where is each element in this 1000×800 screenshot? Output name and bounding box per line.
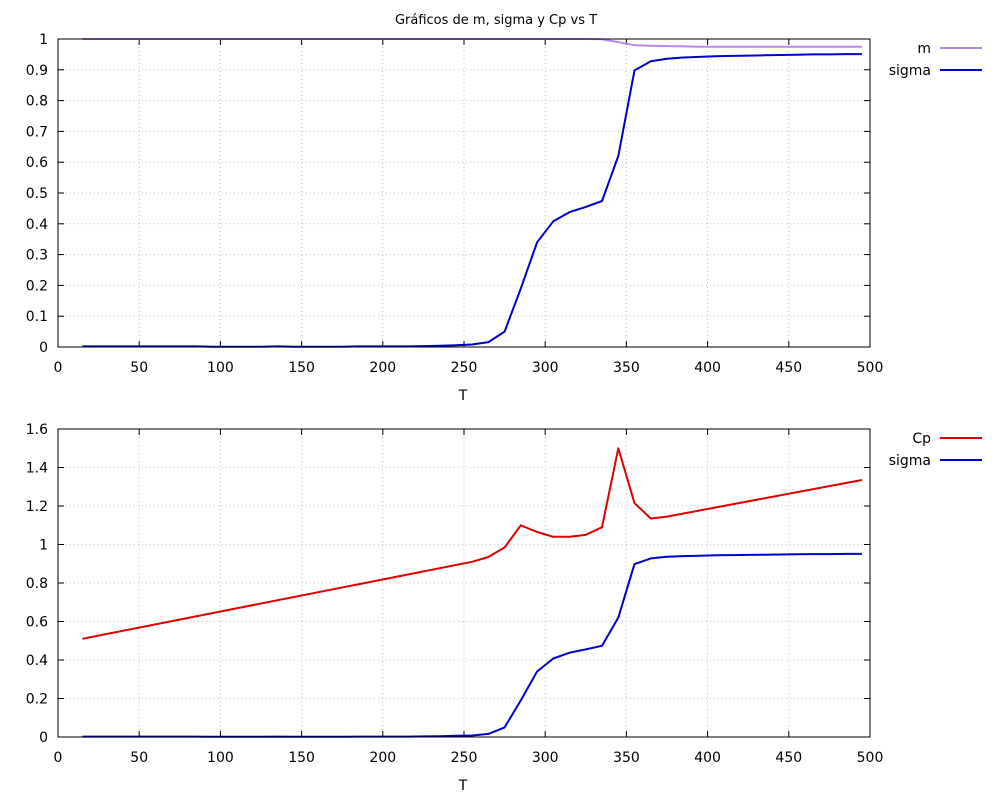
- bottom-y-tick-label: 0.2: [26, 692, 48, 708]
- top-x-tick-label: 500: [857, 360, 884, 376]
- top-x-tick-label: 300: [532, 360, 559, 376]
- top-x-tick-label: 400: [694, 360, 721, 376]
- top-y-tick-label: 0.4: [26, 217, 48, 233]
- bottom-y-tick-label: 1.2: [26, 499, 48, 515]
- bottom-series-line-cp: [82, 447, 863, 640]
- bottom-y-tick-label: 0.8: [26, 576, 48, 592]
- bottom-series-line-sigma: [82, 552, 862, 738]
- top-series-line-sigma: [82, 53, 862, 348]
- top-chart-panel: 0 50 100 150 200 250 300 350 400 450 500 0 0.1 0.2 0.3…: [26, 32, 982, 404]
- bottom-x-tick-label: 200: [369, 750, 396, 766]
- top-y-tick-label: 0.9: [26, 63, 48, 79]
- bottom-plot-frame: [57, 428, 871, 738]
- top-x-tick-label: 0: [54, 360, 63, 376]
- top-x-tick-label: 50: [130, 360, 148, 376]
- top-legend-label-m: m: [917, 41, 931, 57]
- bottom-x-tick-label: 150: [288, 750, 315, 766]
- bottom-x-axis-title: T: [458, 778, 468, 794]
- top-y-tick-label: 0.5: [26, 186, 48, 202]
- bottom-x-tick-label: 300: [532, 750, 559, 766]
- top-y-tick-label: 0.7: [26, 124, 48, 140]
- bottom-x-tick-label: 450: [775, 750, 802, 766]
- top-y-tick-label: 0.1: [26, 309, 48, 325]
- bottom-chart-panel: 0 50 100 150 200 250 300 350 400 450 500 0 0.2 0.4 0.6…: [26, 422, 982, 794]
- top-y-tick-label: 0.2: [26, 278, 48, 294]
- top-x-tick-label: 450: [775, 360, 802, 376]
- bottom-legend-label-sigma: sigma: [889, 453, 931, 469]
- top-legend-label-sigma: sigma: [889, 63, 931, 79]
- bottom-y-tick-label: 0.4: [26, 653, 48, 669]
- top-y-tick-label: 0.8: [26, 94, 48, 110]
- top-x-tick-label: 150: [288, 360, 315, 376]
- top-x-tick-label: 200: [369, 360, 396, 376]
- top-x-tick-label: 350: [613, 360, 640, 376]
- top-y-tick-label: 0.6: [26, 155, 48, 171]
- bottom-x-tick-label: 350: [613, 750, 640, 766]
- top-x-tick-label: 250: [451, 360, 478, 376]
- bottom-x-tick-label: 100: [207, 750, 234, 766]
- top-y-tick-label: 1: [39, 32, 48, 48]
- bottom-x-tick-label: 0: [54, 750, 63, 766]
- bottom-x-tick-label: 400: [694, 750, 721, 766]
- bottom-x-tick-label: 50: [130, 750, 148, 766]
- bottom-y-tick-label: 0: [39, 730, 48, 746]
- top-y-tick-label: 0: [39, 340, 48, 356]
- bottom-x-tick-label: 500: [857, 750, 884, 766]
- bottom-y-tick-label: 1: [39, 538, 48, 554]
- bottom-y-tick-label: 1.4: [26, 461, 48, 477]
- top-plot-frame: [57, 38, 871, 348]
- bottom-x-tick-label: 250: [451, 750, 478, 766]
- bottom-y-tick-label: 1.6: [26, 422, 48, 438]
- bottom-legend-label-cp: Cp: [912, 431, 931, 447]
- top-y-tick-label: 0.3: [26, 248, 48, 264]
- figure-title: Gráficos de m, sigma y Cp vs T: [395, 13, 597, 28]
- top-x-tick-label: 100: [207, 360, 234, 376]
- bottom-y-tick-label: 0.6: [26, 615, 48, 631]
- top-x-axis-title: T: [458, 388, 468, 404]
- top-series-line-m: [82, 38, 862, 48]
